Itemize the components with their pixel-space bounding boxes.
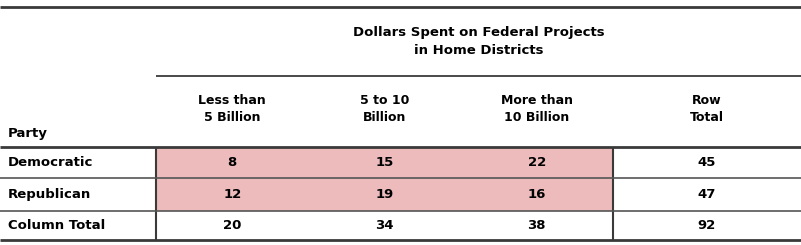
Text: 92: 92 [698,219,716,232]
Text: 15: 15 [376,156,393,169]
Text: 38: 38 [527,219,546,232]
Text: Row
Total: Row Total [690,94,724,124]
Text: 5 to 10
Billion: 5 to 10 Billion [360,94,409,124]
Text: More than
10 Billion: More than 10 Billion [501,94,573,124]
Text: Column Total: Column Total [8,219,105,232]
Text: 22: 22 [528,156,545,169]
Text: 34: 34 [375,219,394,232]
Text: 12: 12 [223,188,241,201]
Text: 8: 8 [227,156,237,169]
Text: Dollars Spent on Federal Projects
in Home Districts: Dollars Spent on Federal Projects in Hom… [352,26,605,57]
Text: Party: Party [8,127,48,140]
Text: Democratic: Democratic [8,156,94,169]
Text: 20: 20 [223,219,241,232]
Text: 19: 19 [376,188,393,201]
Text: Less than
5 Billion: Less than 5 Billion [199,94,266,124]
Text: 45: 45 [698,156,716,169]
Text: 16: 16 [528,188,545,201]
Text: 47: 47 [698,188,716,201]
Text: Republican: Republican [8,188,91,201]
